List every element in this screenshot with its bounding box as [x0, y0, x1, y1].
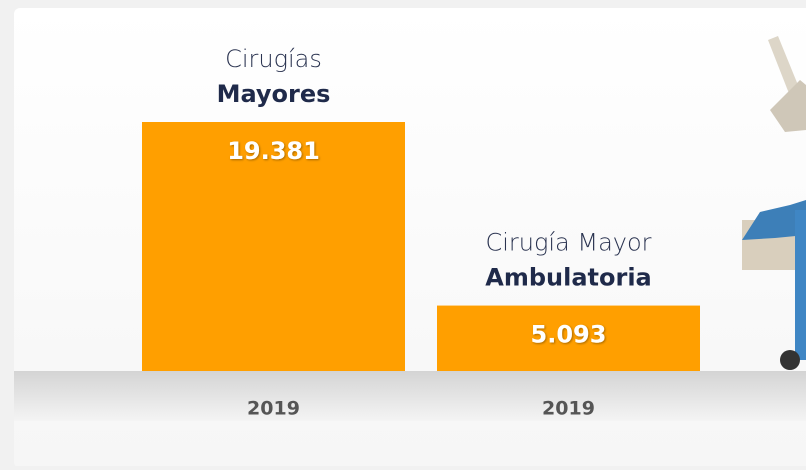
category-label-bold: Mayores [217, 80, 331, 108]
period-label: 2019 [247, 398, 300, 420]
illustration [742, 36, 806, 370]
category-label: Cirugía Mayor [485, 229, 651, 257]
category-label: Cirugías [225, 45, 322, 73]
floor-band [14, 371, 806, 421]
bar [142, 122, 405, 371]
value-label: 19.381 [227, 137, 320, 165]
category-label-bold: Ambulatoria [485, 264, 652, 292]
bar [437, 305, 700, 371]
value-label: 5.093 [531, 321, 607, 349]
period-label: 2019 [542, 398, 595, 420]
